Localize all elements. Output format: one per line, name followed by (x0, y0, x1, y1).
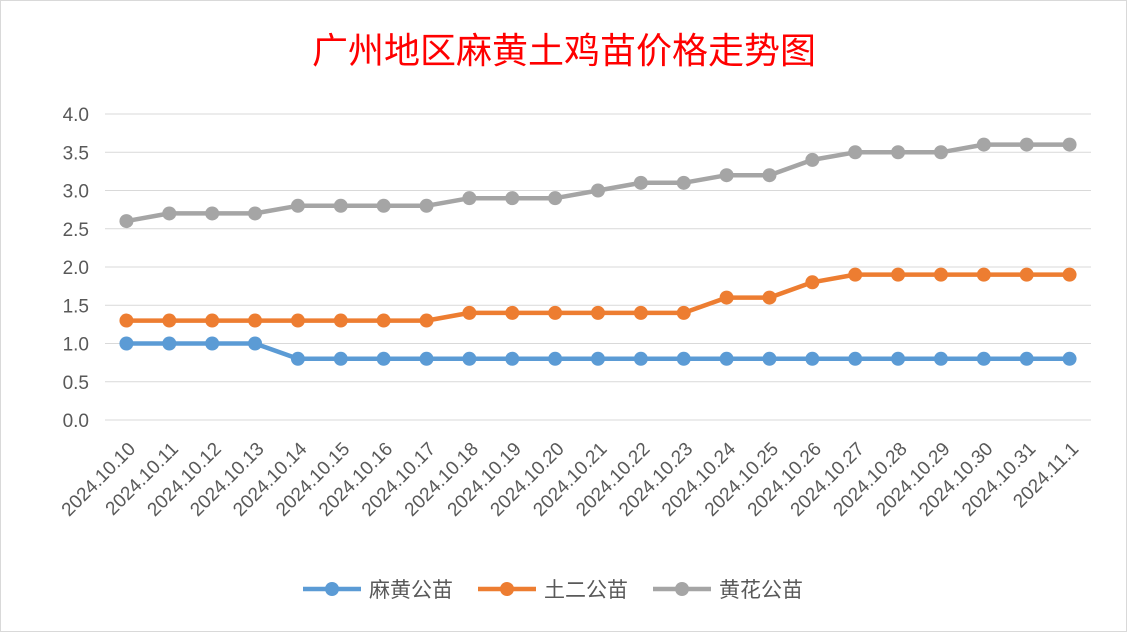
data-point (419, 313, 434, 328)
data-point (248, 206, 263, 221)
data-point (462, 191, 477, 206)
data-point (762, 290, 777, 305)
series-3 (119, 137, 1077, 229)
data-point (719, 351, 734, 366)
y-tick-label: 2.0 (63, 258, 89, 279)
data-point (290, 351, 305, 366)
data-point (1019, 351, 1034, 366)
data-point (891, 145, 906, 160)
series-layer (119, 137, 1077, 366)
series-line (126, 142, 1070, 224)
data-point (505, 191, 520, 206)
data-point (333, 198, 348, 213)
series-1 (119, 336, 1077, 366)
data-point (1019, 267, 1034, 282)
legend-swatch-marker (675, 582, 689, 596)
data-point (848, 145, 863, 160)
data-point (762, 168, 777, 183)
data-point (719, 290, 734, 305)
data-point (719, 168, 734, 183)
data-point (848, 267, 863, 282)
y-tick-label: 0.0 (63, 411, 89, 432)
data-point (548, 305, 563, 320)
data-point (162, 313, 177, 328)
legend-label: 麻黄公苗 (369, 578, 453, 602)
y-tick-label: 0.5 (63, 373, 89, 394)
data-point (891, 351, 906, 366)
data-point (805, 152, 820, 167)
data-point (591, 305, 605, 320)
y-tick-label: 3.0 (63, 182, 89, 203)
y-tick-label: 4.0 (63, 105, 89, 126)
data-point (290, 313, 305, 328)
chart-title: 广州地区麻黄土鸡苗价格走势图 (312, 31, 816, 72)
data-point (162, 206, 177, 221)
data-point (333, 351, 348, 366)
data-point (162, 336, 177, 351)
legend-item: 土二公苗 (478, 578, 628, 602)
data-point (848, 351, 863, 366)
data-point (933, 145, 948, 160)
data-point (205, 313, 220, 328)
gridlines (105, 113, 1091, 421)
data-point (976, 351, 991, 366)
y-tick-label: 1.5 (63, 296, 89, 317)
data-point (419, 351, 434, 366)
data-point (290, 198, 305, 213)
data-point (248, 313, 263, 328)
data-point (548, 191, 563, 206)
data-point (591, 183, 605, 198)
data-point (333, 313, 348, 328)
legend-label: 黄花公苗 (719, 578, 803, 602)
data-point (633, 175, 648, 190)
legend-swatch-marker (325, 582, 339, 596)
data-point (976, 137, 991, 152)
data-point (505, 305, 520, 320)
data-point (205, 206, 220, 221)
data-point (376, 313, 391, 328)
data-point (933, 267, 948, 282)
data-point (933, 351, 948, 366)
data-point (248, 336, 263, 351)
y-axis-ticks: 0.0 0.5 1.0 1.5 2.0 2.5 3.0 3.5 4.0 (63, 105, 89, 432)
legend-item: 麻黄公苗 (303, 578, 453, 602)
data-point (119, 313, 134, 328)
data-point (376, 351, 391, 366)
data-point (676, 351, 691, 366)
data-point (1062, 351, 1077, 366)
data-point (805, 351, 820, 366)
data-point (633, 351, 648, 366)
legend-item: 黄花公苗 (653, 578, 803, 602)
data-point (205, 336, 220, 351)
data-point (591, 351, 605, 366)
legend-label: 土二公苗 (544, 578, 628, 602)
data-point (419, 198, 434, 213)
y-tick-label: 2.5 (63, 220, 89, 241)
series-2 (119, 267, 1077, 328)
data-point (891, 267, 906, 282)
legend: 麻黄公苗 土二公苗 黄花公苗 (303, 578, 803, 602)
y-tick-label: 1.0 (63, 335, 89, 356)
data-point (376, 198, 391, 213)
data-point (676, 175, 691, 190)
data-point (505, 351, 520, 366)
data-point (633, 305, 648, 320)
data-point (462, 305, 477, 320)
x-axis-ticks: 2024.10.102024.10.112024.10.122024.10.13… (58, 438, 1083, 520)
data-point (1062, 137, 1077, 152)
y-tick-label: 3.5 (63, 143, 89, 164)
data-point (976, 267, 991, 282)
data-point (805, 275, 820, 290)
data-point (548, 351, 563, 366)
data-point (462, 351, 477, 366)
data-point (762, 351, 777, 366)
data-point (1019, 137, 1034, 152)
legend-swatch-marker (500, 582, 514, 596)
data-point (676, 305, 691, 320)
data-point (119, 214, 134, 229)
data-point (119, 336, 134, 351)
data-point (1062, 267, 1077, 282)
